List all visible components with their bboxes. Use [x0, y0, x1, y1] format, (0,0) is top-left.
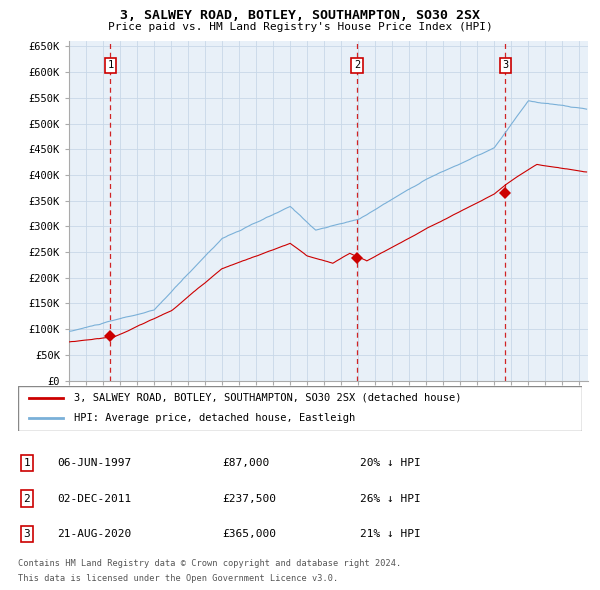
- Text: 2: 2: [354, 60, 360, 70]
- Text: 3: 3: [502, 60, 509, 70]
- Text: 1: 1: [23, 458, 31, 468]
- Text: £87,000: £87,000: [222, 458, 269, 468]
- Text: £237,500: £237,500: [222, 494, 276, 503]
- Text: 21-AUG-2020: 21-AUG-2020: [57, 529, 131, 539]
- Text: £365,000: £365,000: [222, 529, 276, 539]
- Text: 20% ↓ HPI: 20% ↓ HPI: [360, 458, 421, 468]
- Text: 3, SALWEY ROAD, BOTLEY, SOUTHAMPTON, SO30 2SX: 3, SALWEY ROAD, BOTLEY, SOUTHAMPTON, SO3…: [120, 9, 480, 22]
- Text: 06-JUN-1997: 06-JUN-1997: [57, 458, 131, 468]
- Text: 21% ↓ HPI: 21% ↓ HPI: [360, 529, 421, 539]
- Text: This data is licensed under the Open Government Licence v3.0.: This data is licensed under the Open Gov…: [18, 574, 338, 583]
- Text: 26% ↓ HPI: 26% ↓ HPI: [360, 494, 421, 503]
- Text: Contains HM Land Registry data © Crown copyright and database right 2024.: Contains HM Land Registry data © Crown c…: [18, 559, 401, 568]
- Text: 3: 3: [23, 529, 31, 539]
- Text: 02-DEC-2011: 02-DEC-2011: [57, 494, 131, 503]
- Text: Price paid vs. HM Land Registry's House Price Index (HPI): Price paid vs. HM Land Registry's House …: [107, 22, 493, 32]
- Text: 3, SALWEY ROAD, BOTLEY, SOUTHAMPTON, SO30 2SX (detached house): 3, SALWEY ROAD, BOTLEY, SOUTHAMPTON, SO3…: [74, 392, 462, 402]
- Text: 2: 2: [23, 494, 31, 503]
- Text: 1: 1: [107, 60, 113, 70]
- Text: HPI: Average price, detached house, Eastleigh: HPI: Average price, detached house, East…: [74, 414, 356, 423]
